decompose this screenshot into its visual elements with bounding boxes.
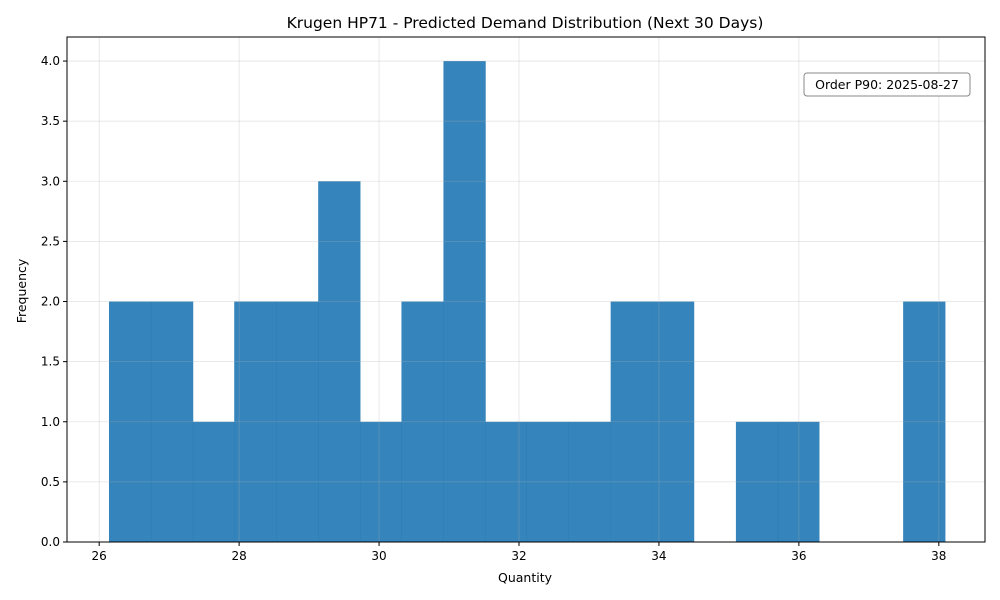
plot-frame (66, 36, 986, 543)
histogram-bar (150, 301, 194, 542)
y-tick-label: 4.0 (41, 54, 60, 68)
y-tick-label: 1.0 (41, 415, 60, 429)
histogram-bar (234, 301, 277, 542)
y-tick-label: 3.5 (41, 114, 60, 128)
histogram-bar (485, 421, 527, 542)
y-tick-label: 2.0 (41, 295, 60, 309)
histogram-bar (443, 61, 486, 543)
chart-title: Krugen HP71 - Predicted Demand Distribut… (287, 14, 764, 32)
y-tick-label: 0.0 (41, 535, 60, 549)
histogram-bar (777, 421, 820, 542)
histogram-bar (568, 421, 611, 542)
histogram-bar (108, 301, 152, 542)
y-tick-label: 1.5 (41, 355, 60, 369)
histogram-bar (610, 301, 653, 542)
histogram-bar (360, 421, 402, 542)
y-axis-label: Frequency (14, 258, 29, 323)
y-tick-label: 2.5 (41, 234, 60, 248)
histogram-bar (526, 421, 569, 542)
x-tick-label: 38 (931, 549, 946, 563)
annotation-frame (803, 72, 971, 97)
x-tick-label: 26 (92, 549, 107, 563)
histogram-bar (318, 181, 361, 543)
x-tick-label: 30 (371, 549, 386, 563)
bars (108, 61, 946, 543)
annotation-text: Order P90: 2025-08-27 (815, 77, 959, 92)
histogram-bar (652, 301, 695, 542)
histogram-bar (735, 421, 779, 542)
histogram-bar (401, 301, 444, 542)
histogram-bar (192, 421, 235, 542)
y-tick-label: 3.0 (41, 174, 60, 188)
x-tick-label: 34 (651, 549, 666, 563)
annotation-box: Order P90: 2025-08-27 (803, 72, 971, 97)
histogram-bar (903, 301, 946, 542)
x-axis-label: Quantity (498, 570, 553, 585)
axes: 26 28 30 32 34 36 38 0.0 0.5 1.0 1.5 2.0 2.5 3.0 3.5 4.… (41, 36, 986, 563)
y-tick-label: 0.5 (41, 475, 60, 489)
x-tick-label: 28 (231, 549, 246, 563)
histogram-bar (276, 301, 319, 542)
x-tick-label: 36 (791, 549, 806, 563)
x-tick-label: 32 (511, 549, 526, 563)
